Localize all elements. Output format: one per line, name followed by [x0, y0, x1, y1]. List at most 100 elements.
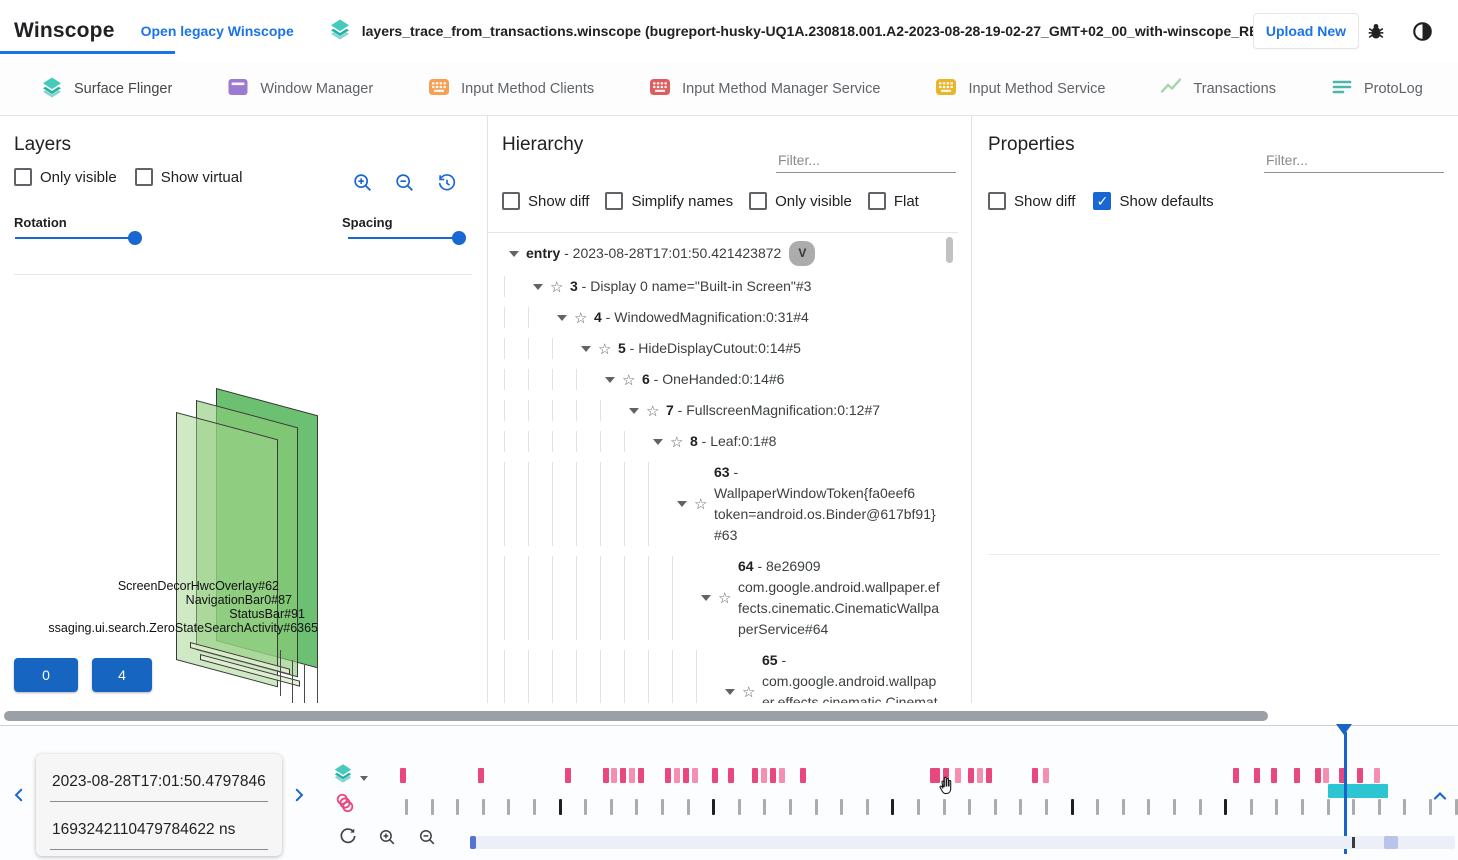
- main-content: Layers Only visible Show virtual Rotation…: [0, 116, 1458, 703]
- tab-window-manager[interactable]: Window Manager: [199, 62, 400, 115]
- pin-star-icon[interactable]: ☆: [670, 433, 684, 451]
- bug-report-icon[interactable]: [1365, 20, 1387, 42]
- checkbox-show-virtual[interactable]: Show virtual: [134, 168, 242, 186]
- sf-entry-tick: [1147, 799, 1150, 815]
- checkbox-flat[interactable]: Flat: [867, 192, 919, 210]
- tree-node-6[interactable]: ☆ 6 - OneHanded:0:14#6: [494, 364, 940, 395]
- collapse-arrow-icon[interactable]: [533, 283, 543, 290]
- tab-surface-flinger[interactable]: Surface Flinger: [0, 62, 199, 115]
- collapse-arrow-icon[interactable]: [701, 595, 711, 601]
- transition-event-mark: [620, 768, 626, 783]
- checkbox-only-visible[interactable]: Only visible: [749, 192, 852, 210]
- timeline-zoom-out-icon[interactable]: [418, 828, 437, 852]
- properties-filter-input[interactable]: [1264, 148, 1444, 173]
- tree-node-63[interactable]: ☆ 63 - WallpaperWindowToken{fa0eef6 token…: [494, 457, 940, 551]
- timestamp-ns-input[interactable]: [50, 810, 268, 850]
- upload-new-button[interactable]: Upload New: [1252, 13, 1359, 49]
- tab-input-method-manager-service[interactable]: Input Method Manager Service: [621, 62, 907, 115]
- horizontal-scrollbar[interactable]: [4, 711, 1268, 721]
- transition-event-mark: [674, 768, 680, 783]
- collapse-arrow-icon[interactable]: [509, 250, 519, 257]
- transition-event-mark: [478, 768, 484, 783]
- trace-selector-caret-icon[interactable]: [360, 776, 368, 781]
- layers-3d-view[interactable]: ScreenDecorHwcOverlay#62 NavigationBar0#8…: [0, 275, 487, 703]
- timeline-zoom-in-icon[interactable]: [378, 828, 397, 852]
- hierarchy-scrollbar[interactable]: [946, 237, 953, 263]
- collapse-timeline-icon[interactable]: [1430, 786, 1450, 811]
- surface-flinger-trace-icon[interactable]: [332, 762, 354, 789]
- refresh-icon[interactable]: [338, 826, 358, 851]
- pin-star-icon[interactable]: ☆: [742, 684, 756, 701]
- tree-node-65[interactable]: ☆ 65 - com.google.android.wallpaper.effec…: [494, 645, 940, 703]
- timeline-cursor[interactable]: [1344, 732, 1347, 854]
- dark-mode-icon[interactable]: [1411, 20, 1434, 43]
- tab-input-method-service[interactable]: Input Method Service: [907, 62, 1132, 115]
- collapse-arrow-icon[interactable]: [677, 501, 687, 507]
- checkbox-box: [867, 192, 886, 210]
- indent-guide: [624, 431, 648, 452]
- layer-id-button-0[interactable]: 0: [14, 658, 78, 692]
- layer-id-button-4[interactable]: 4: [92, 658, 152, 692]
- layer-label: StatusBar#91: [229, 607, 305, 621]
- tab-transactions[interactable]: Transactions: [1132, 62, 1302, 115]
- tree-node-4[interactable]: ☆ 4 - WindowedMagnification:0:31#4: [494, 302, 940, 333]
- tree-node-8[interactable]: ☆ 8 - Leaf:0:1#8: [494, 426, 940, 457]
- collapse-arrow-icon[interactable]: [557, 314, 567, 321]
- zoom-in-icon[interactable]: [352, 172, 374, 199]
- indent-guide: [528, 556, 552, 640]
- reset-rotation-icon[interactable]: [436, 172, 458, 199]
- prev-entry-icon[interactable]: [10, 786, 28, 809]
- checkbox-simplify-names[interactable]: Simplify names: [605, 192, 733, 210]
- checkbox-box: [134, 168, 153, 186]
- spacing-slider[interactable]: [348, 237, 462, 239]
- tab-input-method-clients[interactable]: Input Method Clients: [400, 62, 621, 115]
- collapse-arrow-icon[interactable]: [725, 689, 735, 695]
- checkbox-show-defaults[interactable]: ✓ Show defaults: [1093, 192, 1214, 210]
- collapse-arrow-icon[interactable]: [629, 407, 639, 414]
- pin-star-icon[interactable]: ☆: [598, 340, 612, 358]
- hierarchy-filter-input[interactable]: [776, 148, 956, 173]
- spacing-slider-thumb[interactable]: [452, 231, 466, 245]
- keyboard-icon: [648, 75, 672, 103]
- zoom-out-icon[interactable]: [394, 172, 416, 199]
- tree-node-5[interactable]: ☆ 5 - HideDisplayCutout:0:14#5: [494, 333, 940, 364]
- open-legacy-link[interactable]: Open legacy Winscope: [140, 23, 294, 39]
- collapse-arrow-icon[interactable]: [653, 438, 663, 445]
- selected-transition-bar[interactable]: [1328, 784, 1388, 798]
- collapse-arrow-icon[interactable]: [605, 376, 615, 383]
- indent-guide: [576, 650, 600, 703]
- layers-checkboxes: Only visible Show virtual: [14, 168, 242, 186]
- pin-star-icon[interactable]: ☆: [622, 371, 636, 389]
- rotation-slider[interactable]: [15, 237, 140, 239]
- transitions-trace-icon[interactable]: [334, 792, 356, 819]
- tree-node-3[interactable]: ☆ 3 - Display 0 name="Built-in Screen"#3: [494, 271, 940, 302]
- timeline-overview-bar[interactable]: [470, 836, 1455, 849]
- checkbox-only-visible[interactable]: Only visible: [14, 168, 117, 186]
- tree-node-entry[interactable]: entry - 2023-08-28T17:01:50.421423872 V: [494, 236, 940, 271]
- properties-checkboxes: Show diff ✓ Show defaults: [988, 192, 1214, 210]
- indent-guide: [528, 431, 552, 452]
- tab-tr[interactable]: Tr: [1450, 62, 1458, 115]
- layer-label: ssaging.ui.search.ZeroStateSearchActivit…: [48, 621, 318, 635]
- tab-bar: Surface Flinger Window Manager Input Metho…: [0, 62, 1458, 116]
- tree-node-7[interactable]: ☆ 7 - FullscreenMagnification:0:12#7: [494, 395, 940, 426]
- timeline-cursor-head[interactable]: [1336, 724, 1352, 735]
- tree-node-64[interactable]: ☆ 64 - 8e26909 com.google.android.wallpap…: [494, 551, 940, 645]
- checkbox-show-diff[interactable]: Show diff: [988, 192, 1075, 210]
- leader-line: [304, 665, 305, 703]
- tab-protolog[interactable]: ProtoLog: [1303, 62, 1450, 115]
- sf-entry-tick: [917, 799, 920, 815]
- pin-star-icon[interactable]: ☆: [694, 496, 708, 513]
- collapse-arrow-icon[interactable]: [581, 345, 591, 352]
- pin-star-icon[interactable]: ☆: [646, 402, 660, 420]
- hierarchy-panel: Hierarchy Show diff Simplify names Only vi…: [487, 116, 972, 703]
- transition-event-mark: [1357, 768, 1363, 783]
- rotation-slider-thumb[interactable]: [128, 231, 142, 245]
- next-entry-icon[interactable]: [290, 786, 308, 809]
- timestamp-human-input[interactable]: [50, 762, 268, 802]
- pin-star-icon[interactable]: ☆: [718, 590, 732, 607]
- pin-star-icon[interactable]: ☆: [550, 278, 564, 296]
- pin-star-icon[interactable]: ☆: [574, 309, 588, 327]
- indent-guide: [672, 556, 696, 640]
- checkbox-show-diff[interactable]: Show diff: [502, 192, 589, 210]
